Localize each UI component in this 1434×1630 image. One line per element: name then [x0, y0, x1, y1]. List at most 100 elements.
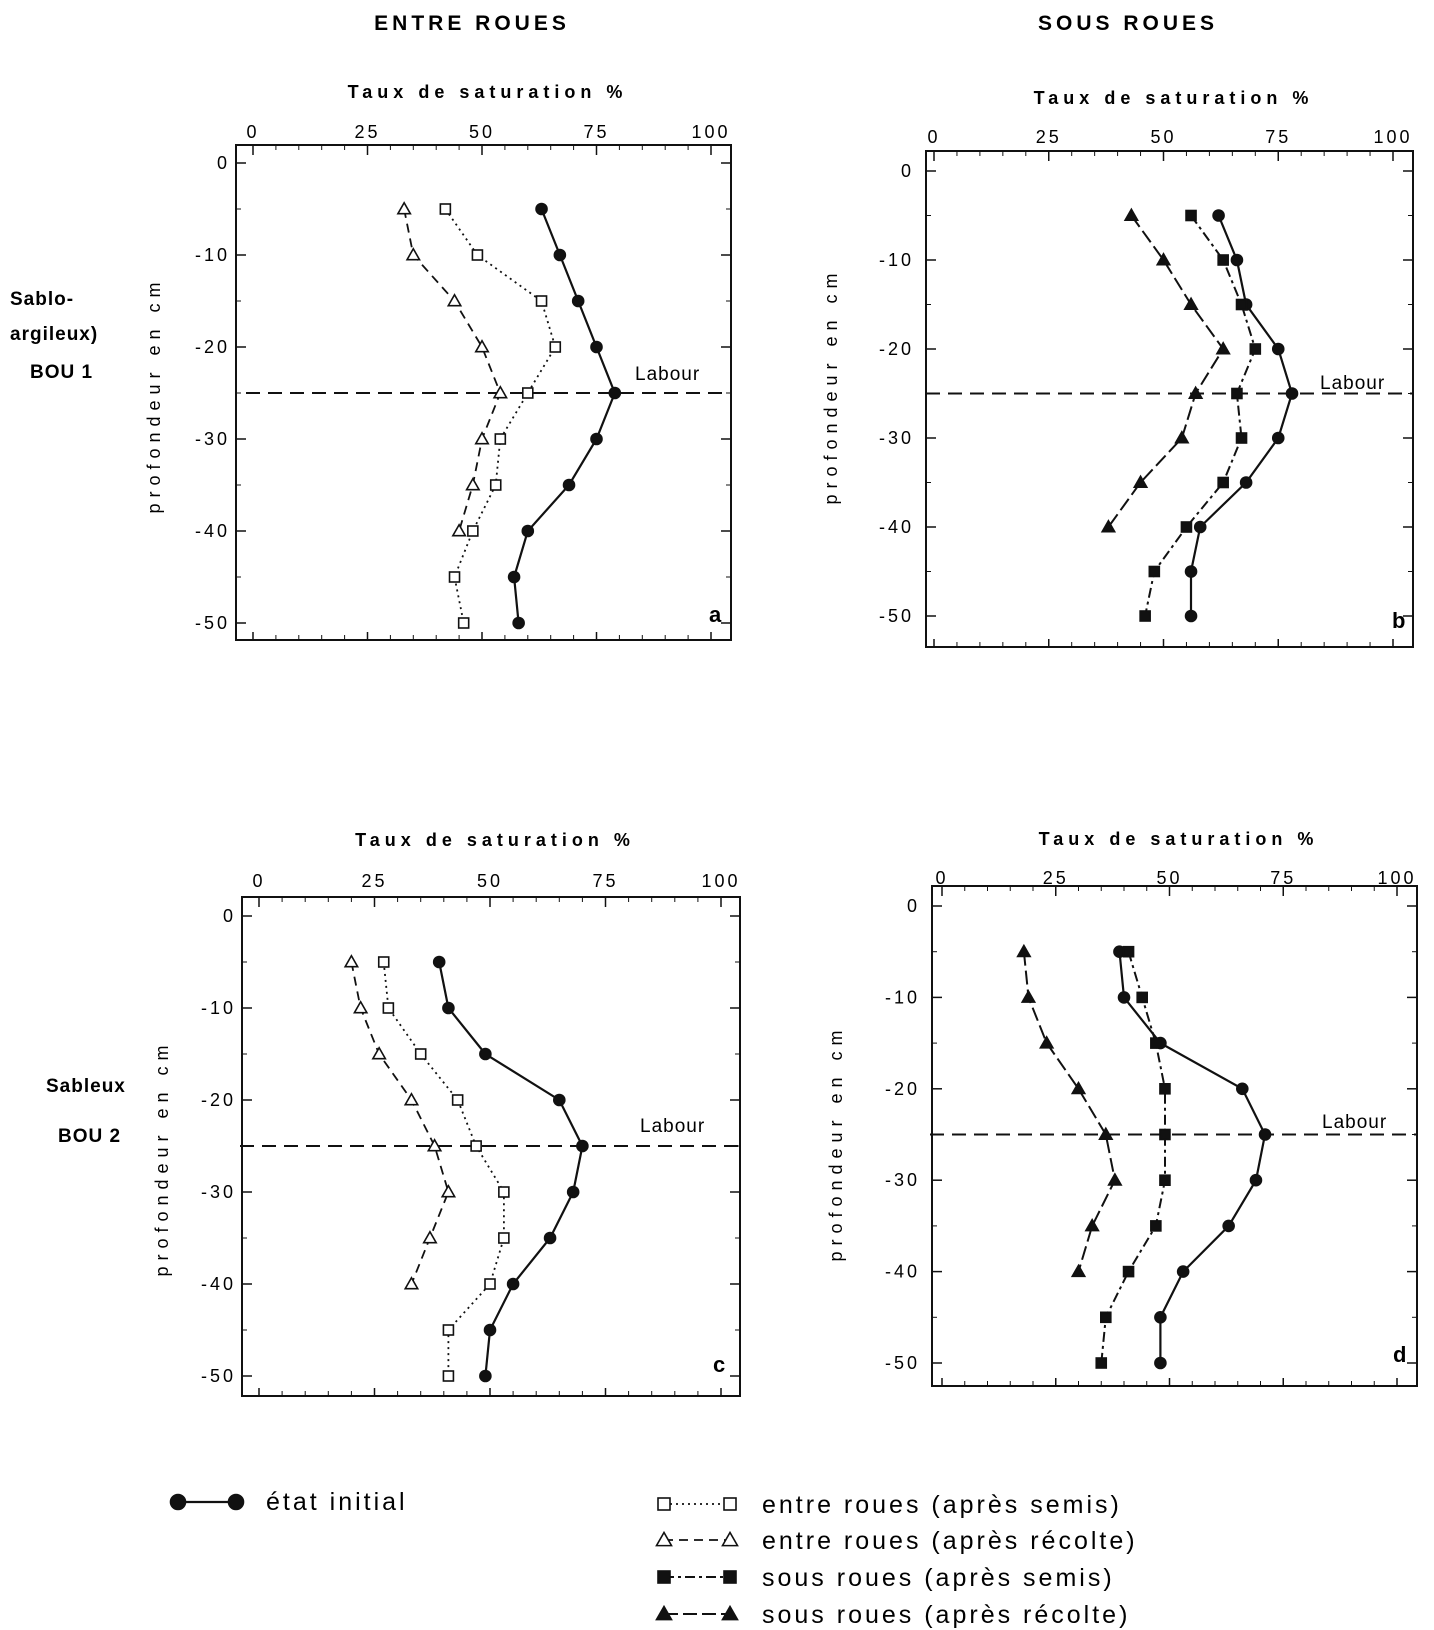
- data-point: [1159, 1083, 1171, 1095]
- legend-item-initial: état initial: [169, 1488, 405, 1516]
- y-tick-label: -10: [201, 998, 236, 1018]
- series-line: [1189, 215, 1294, 616]
- y-tick-label: -50: [885, 1353, 920, 1373]
- legend-item-sr_semis: sous roues (après semis): [657, 1564, 1115, 1592]
- data-point: [1271, 342, 1285, 356]
- x-tick-label: 75: [583, 122, 609, 142]
- data-point: [440, 1184, 457, 1198]
- x-tick-label: 0: [927, 127, 940, 147]
- data-point: [552, 1093, 566, 1107]
- series-line: [512, 208, 616, 624]
- y-tick-label: -10: [195, 245, 230, 265]
- data-point: [382, 1002, 395, 1014]
- data-point: [1235, 432, 1248, 444]
- legend-item-sr_recolte: sous roues (après récolte): [655, 1601, 1127, 1629]
- legend-marker: [721, 1530, 739, 1547]
- y-tick-label: 0: [217, 153, 230, 173]
- data-point: [414, 1048, 427, 1060]
- y-axis-title: profondeur en cm: [821, 267, 841, 504]
- labour-label: Labour: [1320, 373, 1385, 394]
- data-point: [1231, 387, 1243, 400]
- header-entre-roues: ENTRE ROUES: [374, 12, 570, 35]
- data-point: [1154, 1356, 1167, 1370]
- data-point: [467, 525, 479, 537]
- plot-frame: [931, 885, 1418, 1387]
- data-point: [1122, 945, 1135, 958]
- series-line: [1107, 214, 1225, 528]
- data-point: [498, 1232, 510, 1244]
- data-point: [590, 432, 603, 446]
- data-point: [1271, 431, 1285, 445]
- data-point: [562, 478, 576, 492]
- data-point: [426, 1138, 443, 1152]
- data-point: [1174, 430, 1190, 444]
- series-sr_recolte: [1100, 207, 1231, 533]
- data-point: [403, 1276, 420, 1290]
- y-tick-label: 0: [901, 161, 914, 181]
- data-point: [1159, 1174, 1171, 1186]
- x-tick-label: 50: [469, 122, 495, 142]
- data-point: [403, 1092, 420, 1106]
- data-point: [1217, 476, 1229, 489]
- y-axis-title: profondeur en cm: [152, 1039, 172, 1276]
- data-point: [432, 955, 446, 969]
- series-er_semis: [377, 956, 510, 1382]
- data-point: [507, 570, 521, 584]
- series-initial: [1113, 945, 1272, 1370]
- data-point: [1249, 343, 1262, 355]
- data-point: [422, 1230, 438, 1244]
- data-point: [1159, 1128, 1171, 1141]
- data-point: [494, 433, 507, 445]
- data-point: [353, 1000, 369, 1014]
- x-tick-label: 100: [691, 122, 730, 142]
- data-point: [608, 386, 622, 400]
- y-tick-label: -40: [879, 517, 914, 537]
- data-point: [479, 1369, 492, 1383]
- series-initial: [507, 202, 622, 630]
- plot-frame: [925, 150, 1414, 648]
- data-point: [1132, 474, 1149, 488]
- series-line: [1144, 214, 1257, 617]
- data-point: [506, 1277, 520, 1291]
- x-tick-label: 25: [361, 871, 387, 891]
- series-initial: [432, 955, 589, 1383]
- series-sr_semis: [1095, 945, 1171, 1369]
- series-sr_recolte: [1016, 943, 1123, 1278]
- data-point: [371, 1046, 387, 1060]
- legend-marker: [723, 1570, 737, 1584]
- x-tick-label: 75: [592, 871, 618, 891]
- x-tick-label: 25: [1043, 868, 1069, 888]
- data-point: [1150, 1037, 1162, 1049]
- row-label-bou2-line2: BOU 2: [58, 1126, 121, 1147]
- panel-c: Taux de saturation % 0 25 50 75 100 0 -10 -20 -30…: [152, 830, 741, 1397]
- header-sous-roues: SOUS ROUES: [1038, 12, 1218, 35]
- panel-letter: d: [1393, 1342, 1406, 1367]
- row-label-bou1-line2: argileux): [10, 324, 98, 345]
- panel-letter: a: [709, 602, 722, 627]
- y-tick-label: -10: [879, 250, 914, 270]
- data-point: [1136, 991, 1148, 1004]
- data-point: [1117, 991, 1131, 1004]
- data-point: [549, 341, 562, 353]
- series-er_semis: [439, 203, 562, 629]
- data-point: [1236, 1082, 1249, 1096]
- legend-item-er_recolte: entre roues (après récolte): [655, 1527, 1135, 1555]
- data-point: [535, 295, 548, 307]
- legend-label: sous roues (après semis): [762, 1564, 1115, 1592]
- legend-marker: [655, 1530, 673, 1547]
- y-tick-label: -40: [201, 1274, 236, 1294]
- row-label-bou1-line1: Sablo-: [10, 289, 74, 310]
- y-tick-label: -30: [195, 429, 230, 449]
- data-point: [457, 617, 470, 629]
- data-point: [1100, 519, 1117, 533]
- data-point: [553, 248, 567, 262]
- series-sr_semis: [1139, 209, 1262, 622]
- series-line: [350, 961, 450, 1285]
- data-point: [535, 202, 548, 216]
- data-point: [1100, 1311, 1112, 1324]
- x-tick-label: 50: [1150, 127, 1176, 147]
- data-point: [1070, 1263, 1087, 1278]
- data-point: [1154, 1311, 1167, 1324]
- legend-item-er_semis: entre roues (après semis): [657, 1491, 1119, 1519]
- panels: Taux de saturation % 0 25 50 75 100 0 -10 -20 -30…: [144, 82, 1418, 1397]
